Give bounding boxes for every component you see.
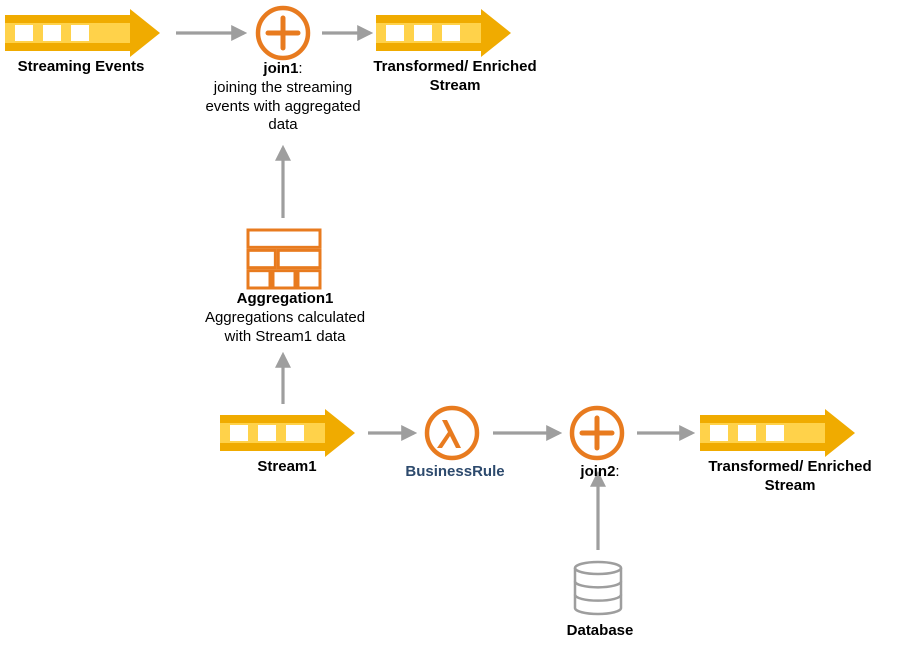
transformed1-label: Transformed/ Enriched Stream: [370, 58, 540, 96]
join2-label: join2:: [565, 463, 635, 482]
join1-icon: [258, 8, 308, 58]
stream1-label: Stream1: [247, 458, 327, 477]
streaming-events-label: Streaming Events: [6, 58, 156, 77]
diagram-canvas: [0, 0, 908, 671]
business-rule-label: BusinessRule: [400, 463, 510, 482]
database-label: Database: [560, 622, 640, 641]
business-rule-icon: [427, 408, 477, 458]
streaming-events-icon: [5, 9, 160, 57]
database-icon: [575, 562, 621, 614]
aggregation1-icon: [248, 230, 320, 288]
aggregation1-label: Aggregation1Aggregations calculated with…: [195, 290, 375, 346]
transformed2-label: Transformed/ Enriched Stream: [700, 458, 880, 496]
transformed1-icon: [376, 9, 511, 57]
join1-label: join1:joining the streaming events with …: [203, 60, 363, 135]
transformed2-icon: [700, 409, 855, 457]
stream1-icon: [220, 409, 355, 457]
join2-icon: [572, 408, 622, 458]
